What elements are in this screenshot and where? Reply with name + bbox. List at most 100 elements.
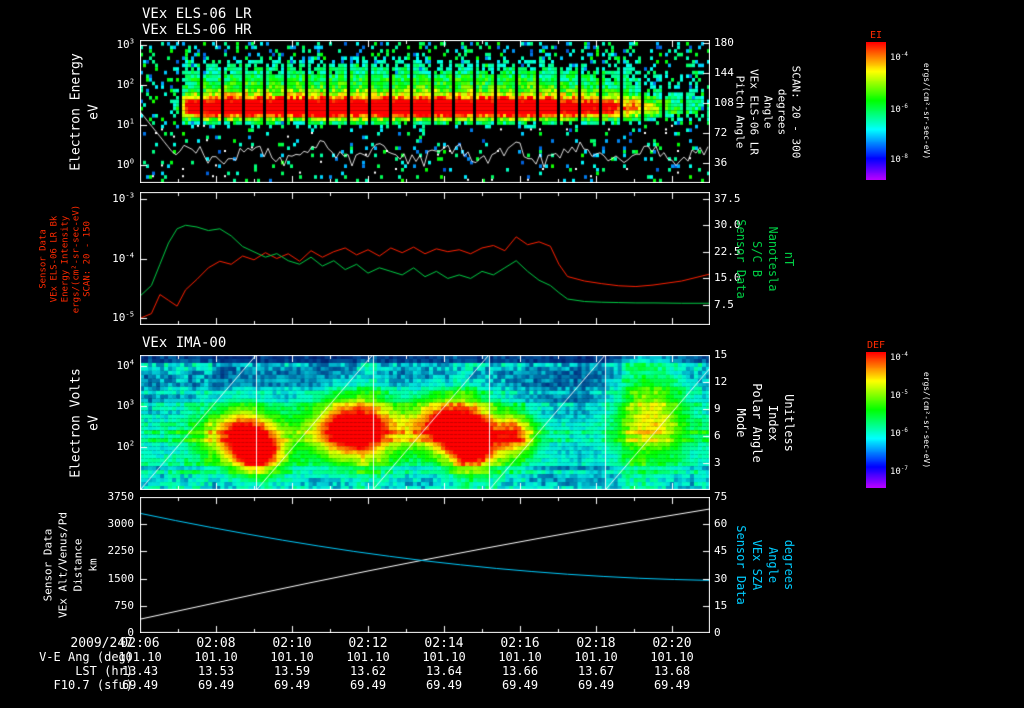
- time-tick-label-6: 02:18: [576, 636, 616, 651]
- panel4-left-tick-2: 2250: [107, 544, 135, 558]
- footer-value-r0-c3: 101.10: [346, 650, 390, 664]
- panel2-left-tick-1: 10-4: [112, 249, 134, 265]
- panel4-right-tick-5: 0: [714, 625, 721, 639]
- footer-value-r0-c0: 101.10: [118, 650, 162, 664]
- panel2-right-axis-label-0: Sensor Data: [734, 218, 748, 299]
- panel3-right-axis-label-0: Mode: [734, 408, 748, 437]
- panel4-left-axis-label-0: Sensor Data: [41, 528, 55, 602]
- panel1-right-tick-1: 144: [714, 65, 734, 79]
- panel2-left-axis-label-0: Sensor Data: [38, 228, 49, 289]
- panel1-right-axis-label-2: Angle: [761, 94, 775, 129]
- panel3-left-axis-label-0: Electron Volts: [68, 367, 84, 478]
- time-tick-label-5: 02:16: [500, 636, 540, 651]
- footer-value-r2-c2: 69.49: [273, 678, 311, 692]
- panel1-left-tick-2: 101: [116, 116, 134, 132]
- panel4-right-axis-label-0: Sensor Data: [734, 525, 748, 605]
- footer-value-r1-c5: 13.66: [501, 664, 539, 678]
- panel1-right-axis-label-1: VEx ELS-06 LR: [747, 68, 761, 155]
- panel2-right-tick-3: 15.0: [714, 271, 741, 285]
- panel3-right-tick-1: 12: [714, 374, 728, 388]
- ima-colorbar-tick-1: 10-5: [890, 389, 908, 401]
- panel2-right-tick-2: 22.5: [714, 244, 741, 258]
- panel4-left-tick-5: 0: [127, 625, 134, 639]
- footer-row-label-lst: LST (hr): [75, 664, 133, 678]
- time-tick-label-1: 02:08: [196, 636, 236, 651]
- els-energy-spectrogram: [140, 40, 710, 183]
- time-tick-label-4: 02:14: [424, 636, 464, 651]
- footer-value-r0-c6: 101.10: [574, 650, 618, 664]
- footer-value-r0-c2: 101.10: [270, 650, 314, 664]
- footer-value-r0-c4: 101.10: [422, 650, 466, 664]
- footer-value-r1-c4: 13.64: [425, 664, 463, 678]
- panel3-right-tick-0: 15: [714, 347, 728, 361]
- ima-colorbar-tick-3: 10-7: [890, 466, 908, 478]
- ima-colorbar-title: DEF: [866, 340, 886, 351]
- panel3-right-axis-label-1: Polar Angle: [750, 382, 764, 463]
- panel2-left-axis-label-2: Energy Intensity: [60, 215, 71, 302]
- panel4-right-tick-3: 30: [714, 571, 728, 585]
- time-tick-label-2: 02:10: [272, 636, 312, 651]
- panel4-left-axis-label-3: km: [86, 558, 100, 572]
- footer-value-r0-c7: 101.10: [650, 650, 694, 664]
- time-tick-label-7: 02:20: [652, 636, 692, 651]
- panel1-right-axis-label-3: degrees: [775, 88, 789, 135]
- panel4-left-axis-label-1: VEx Alt/Venus/Pd: [56, 512, 70, 618]
- footer-row-label-ve-angle: V-E Ang (deg): [39, 650, 133, 664]
- panel4-left-tick-1: 3000: [107, 517, 135, 531]
- panel2-left-axis-label-1: VEx ELS-06 LR Bk: [49, 215, 60, 302]
- panel4-right-tick-1: 60: [714, 517, 728, 531]
- footer-value-r2-c1: 69.49: [197, 678, 235, 692]
- intensity-bfield-line-plot: [140, 192, 710, 325]
- ima-colorbar-tick-0: 10-4: [890, 351, 908, 363]
- footer-value-r2-c7: 69.49: [653, 678, 691, 692]
- ima-colorbar-units-label: ergs/(cm²-sr-sec-eV): [922, 371, 931, 469]
- panel4-left-tick-3: 1500: [107, 571, 135, 585]
- time-tick-label-3: 02:12: [348, 636, 388, 651]
- panel3-right-tick-2: 9: [714, 401, 721, 415]
- panel4-right-tick-0: 75: [714, 489, 728, 503]
- panel2-right-axis-label-1: S/C B: [750, 240, 764, 277]
- els-colorbar-tick-0: 10-4: [890, 51, 908, 63]
- panel2-right-axis-label-3: nT: [782, 251, 796, 266]
- panel2-right-axis-label-2: Nanotesla: [766, 225, 780, 292]
- panel3-right-tick-3: 6: [714, 428, 721, 442]
- panel1-right-axis-label-0: Pitch Angle: [733, 75, 747, 148]
- panel1-title-line1: VEx ELS-06 LR: [142, 6, 252, 22]
- footer-value-r2-c4: 69.49: [425, 678, 463, 692]
- panel1-title-line2: VEx ELS-06 HR: [142, 22, 252, 38]
- footer-value-r2-c0: 69.49: [121, 678, 159, 692]
- panel2-left-axis-label-3: ergs/(cm²-sr-sec-eV): [71, 204, 82, 313]
- panel1-right-tick-3: 72: [714, 125, 728, 139]
- footer-value-r1-c1: 13.53: [197, 664, 235, 678]
- panel4-right-tick-2: 45: [714, 544, 728, 558]
- panel3-left-axis-label-1: eV: [86, 414, 102, 431]
- panel4-right-tick-4: 15: [714, 598, 728, 612]
- els-colorbar-units-label: ergs/(cm²-sr-sec-eV): [922, 62, 931, 160]
- ima-ion-spectrogram: [140, 355, 710, 490]
- footer-row-label-f107: F10.7 (sfu): [53, 678, 133, 692]
- panel1-right-tick-0: 180: [714, 35, 734, 49]
- footer-value-r0-c5: 101.10: [498, 650, 542, 664]
- panel3-right-axis-label-2: Index: [766, 404, 780, 441]
- panel1-left-tick-3: 100: [116, 156, 134, 172]
- footer-value-r1-c7: 13.68: [653, 664, 691, 678]
- panel3-right-tick-4: 3: [714, 455, 721, 469]
- footer-value-r2-c3: 69.49: [349, 678, 387, 692]
- footer-value-r2-c5: 69.49: [501, 678, 539, 692]
- els-colorbar-tick-2: 10-8: [890, 153, 908, 165]
- panel2-right-tick-1: 30.0: [714, 218, 741, 232]
- panel2-left-tick-2: 10-5: [112, 309, 134, 325]
- date-label: 2009/247: [70, 636, 133, 651]
- panel3-left-tick-1: 103: [116, 397, 134, 413]
- footer-value-r1-c6: 13.67: [577, 664, 615, 678]
- panel3-left-tick-0: 104: [116, 357, 134, 372]
- time-tick-label-0: 02:06: [120, 636, 160, 651]
- panel3-left-tick-2: 102: [116, 438, 134, 453]
- panel4-right-axis-label-2: Angle: [766, 546, 780, 584]
- panel1-left-axis-label-1: eV: [86, 103, 102, 120]
- panel2-left-tick-0: 10-3: [112, 189, 134, 205]
- panel3-title: VEx IMA-00: [142, 335, 227, 351]
- panel4-left-tick-4: 750: [114, 598, 134, 612]
- panel1-left-tick-1: 102: [116, 76, 134, 91]
